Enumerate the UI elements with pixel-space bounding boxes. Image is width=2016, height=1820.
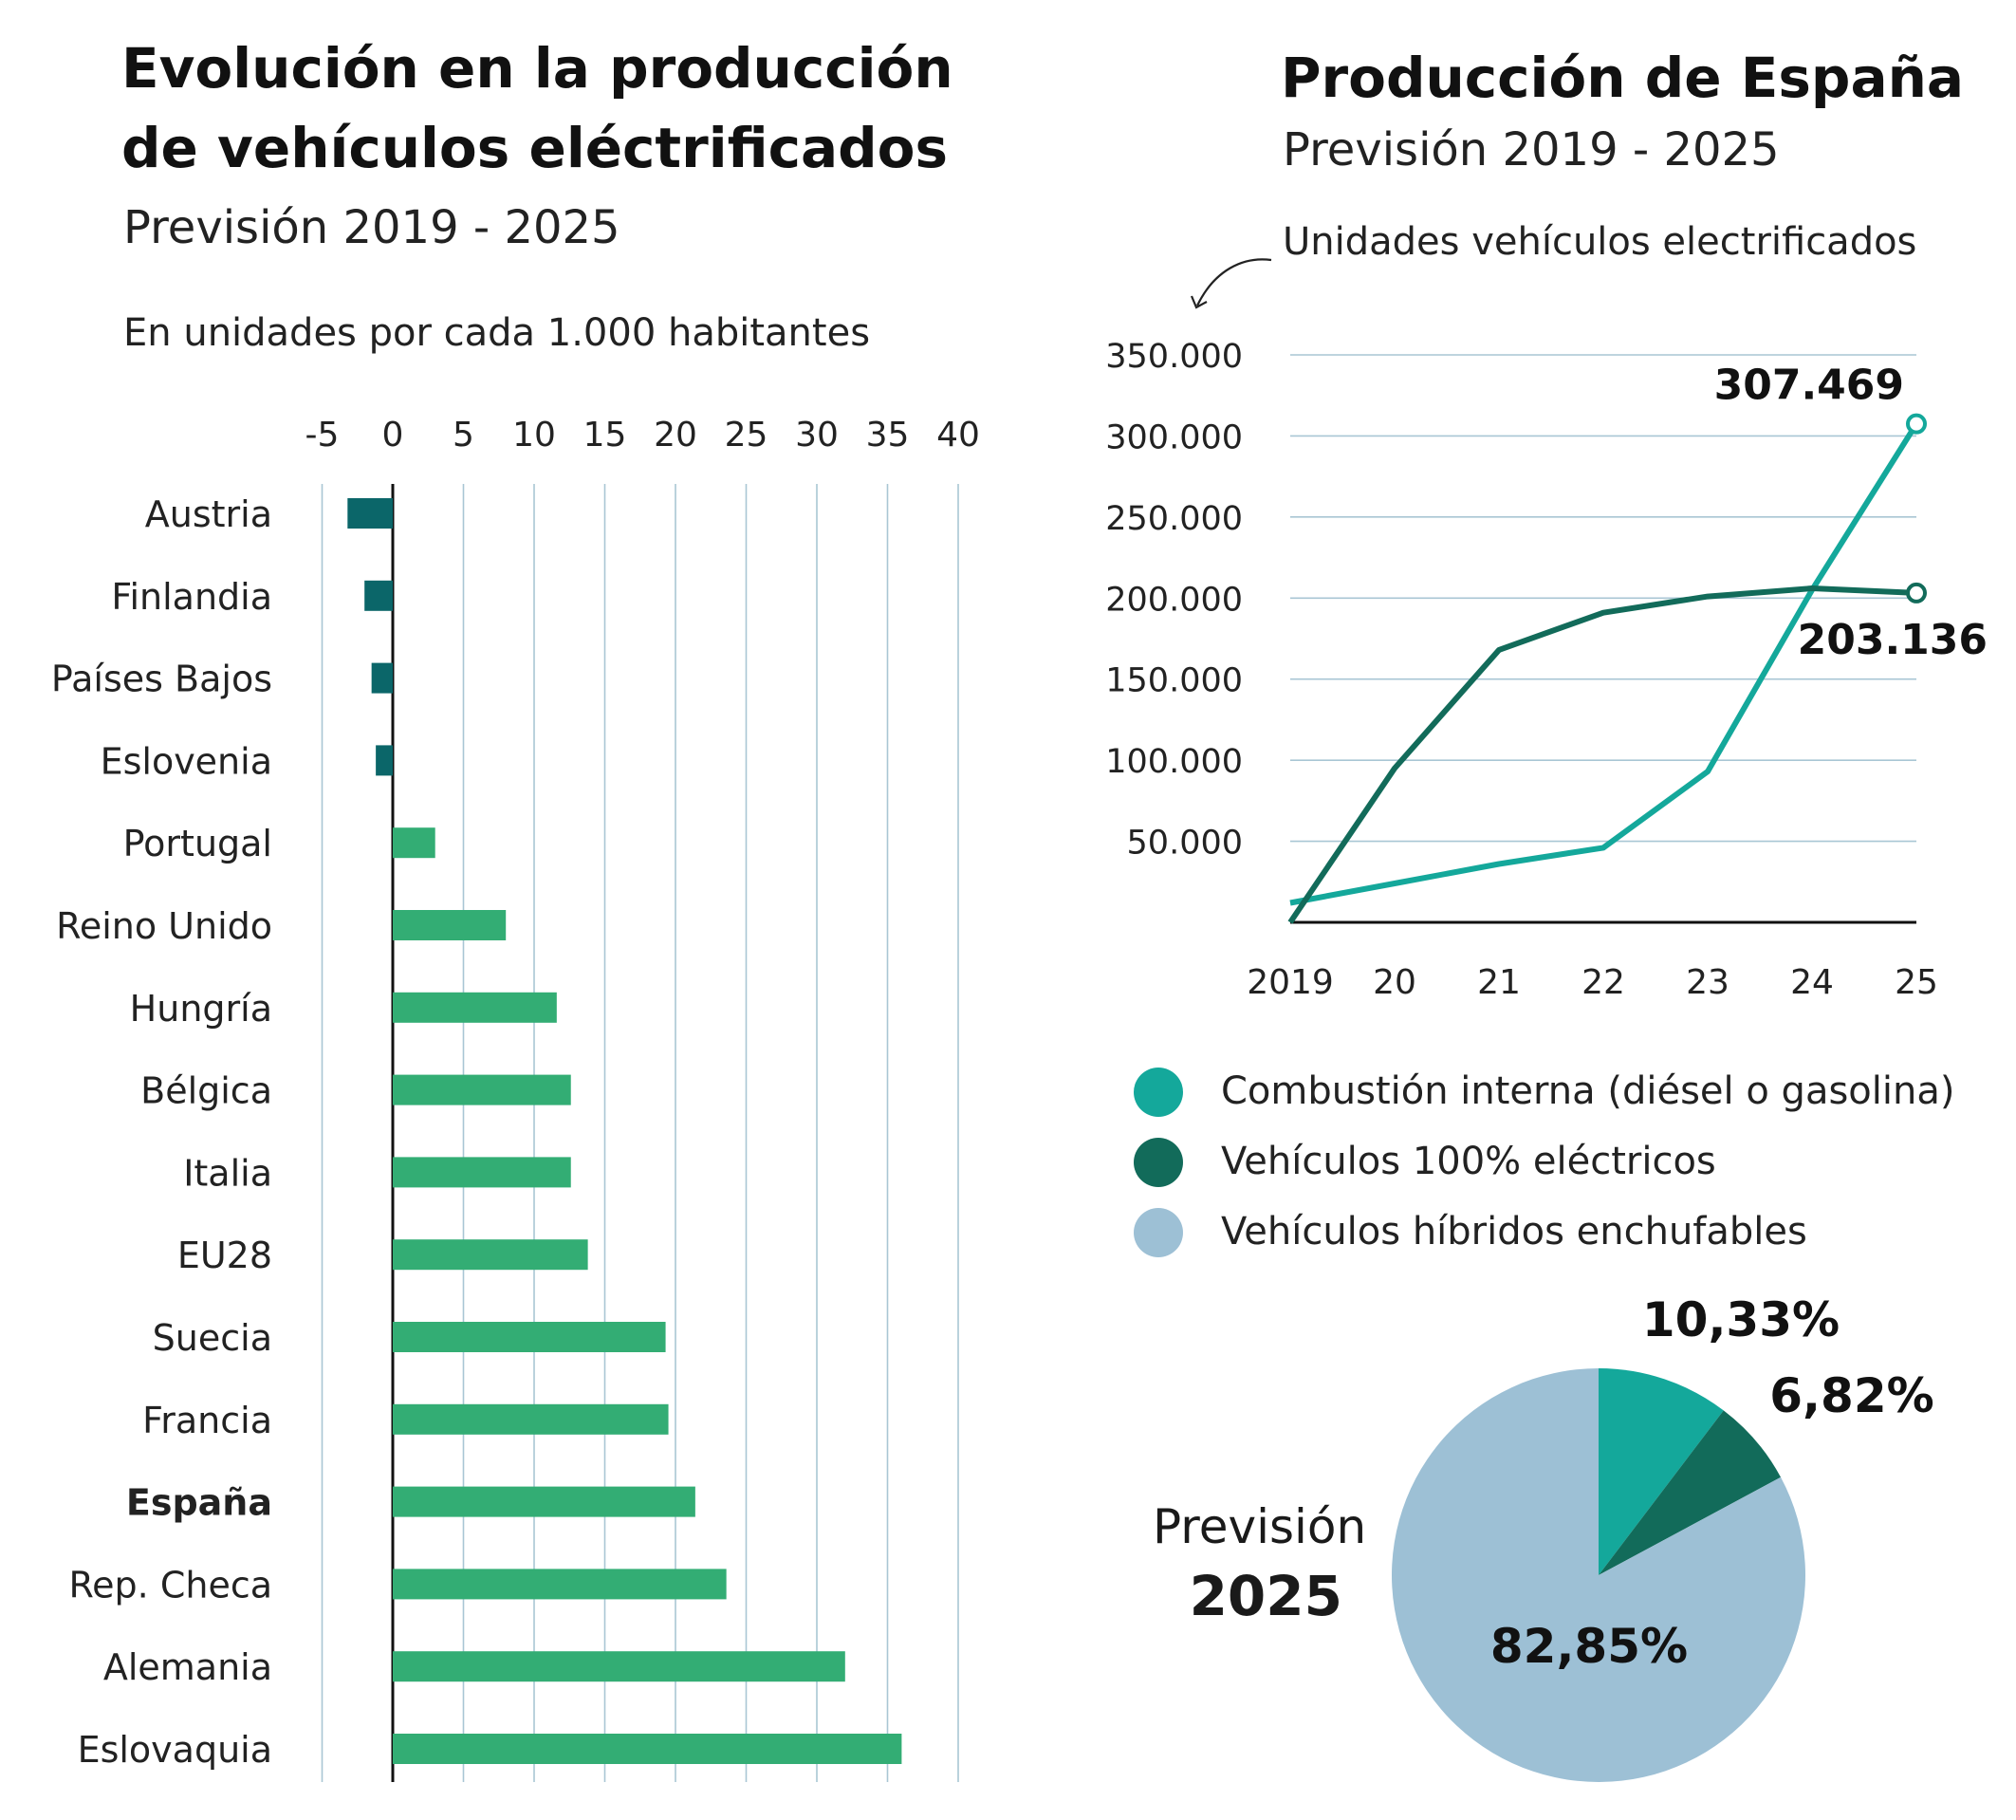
legend-label-combustion: Combustión interna (diésel o gasolina) [1221,1069,1955,1113]
line-ytick-label: 50.000 [1127,825,1243,863]
bar [371,662,393,694]
bar [393,992,557,1023]
line-xtick-label: 2019 [1247,963,1334,1002]
pie-label-combustion: 10,33% [1642,1292,1840,1347]
left-unit-note: En unidades por cada 1.000 habitantes [123,311,871,355]
bar [393,827,435,859]
bar-tick-label: 5 [453,416,474,455]
line-xtick-label: 24 [1790,963,1834,1002]
left-title-line1: Evolución en la producción [121,36,953,101]
bar-category-label: Finlandia [111,576,272,618]
bar-tick-label: 40 [936,416,980,455]
left-title-line2: de vehículos eléctrificados [121,116,949,180]
bar-tick-label: 0 [382,416,404,455]
line-xtick-label: 20 [1373,963,1416,1002]
bar-category-label: Bélgica [140,1070,272,1112]
line-chart: 50.000 100.000 150.000 200.000 250.000 300.00… [1105,258,1988,1002]
bar [393,1074,571,1105]
pie-slice-combustion [1599,1368,1724,1575]
line-ytick-label: 250.000 [1105,500,1243,538]
pie-caption-line1: Previsión [1153,1499,1367,1554]
pie-slice-hybrid [1392,1368,1805,1782]
bar-tick-label: -5 [305,416,340,455]
legend-label-hybrid: Vehículos híbridos enchufables [1221,1210,1807,1254]
left-subtitle: Previsión 2019 - 2025 [123,201,620,254]
bar-chart: -5 0 5 10 15 20 25 30 35 40 Austria Finlandia Paíse… [51,416,980,1782]
bar [393,1569,727,1600]
pie-label-hybrid: 82,85% [1490,1619,1688,1674]
pie-label-electric: 6,82% [1769,1368,1933,1423]
line-series-electric [1287,585,1917,924]
bar-category-label: Italia [183,1152,272,1194]
line-end-point [1906,582,1927,604]
bar [393,910,507,940]
bar-category-label: Eslovaquia [78,1729,272,1771]
line-ytick-label: 300.000 [1105,418,1243,456]
line-end-label-combustion: 307.469 [1714,362,1904,410]
legend-label-electric: Vehículos 100% eléctricos [1221,1140,1716,1183]
line-end-point [1906,413,1927,435]
bar-category-label: España [126,1482,272,1524]
bar [393,1651,845,1682]
legend-swatch-hybrid [1134,1208,1183,1257]
bar [376,745,393,776]
bar-category-label: Eslovenia [101,740,272,782]
bar-tick-label: 10 [512,416,556,455]
bar [393,1403,669,1435]
bar-tick-label: 20 [654,416,697,455]
bar-category-label: EU28 [177,1235,272,1276]
line-xtick-label: 22 [1581,963,1625,1002]
bar-tick-label: 15 [583,416,627,455]
bar-category-label: Portugal [123,823,272,864]
line-xtick-label: 23 [1686,963,1729,1002]
bar-category-label: Rep. Checa [68,1564,272,1606]
right-title: Producción de España [1281,46,1965,110]
line-xtick-label: 25 [1895,963,1938,1002]
bar-tick-label: 25 [725,416,768,455]
bar-category-label: Austria [145,493,272,535]
right-subtitle: Previsión 2019 - 2025 [1283,123,1780,176]
bar [347,498,393,529]
bar-category-label: Hungría [130,988,272,1030]
bar-category-label: Reino Unido [56,905,272,947]
line-ytick-label: 150.000 [1105,662,1243,700]
line-xtick-label: 21 [1477,963,1521,1002]
axis-note-arrow [1196,258,1272,306]
bar [393,1486,695,1517]
bar-tick-label: 35 [866,416,910,455]
line-end-label-electric: 203.136 [1798,616,1988,664]
pie-chart: 10,33% 6,82% 82,85% [1392,1292,1934,1782]
legend-swatch-combustion [1134,1068,1183,1117]
bar [393,1734,902,1764]
bar [393,1239,588,1271]
legend-swatch-electric [1134,1138,1183,1187]
axis-note-arrowhead [1190,295,1208,309]
pie-caption-line2: 2025 [1189,1564,1342,1628]
pie-slice-electric [1599,1410,1782,1575]
line-ytick-label: 350.000 [1105,338,1243,376]
line-chart-axis-note: Unidades vehículos electrificados [1283,220,1917,264]
bar-tick-label: 30 [795,416,839,455]
bar [393,1322,666,1352]
line-ytick-label: 200.000 [1105,581,1243,619]
bar [393,1157,571,1188]
bar [364,580,393,611]
bar-category-label: Países Bajos [51,659,272,700]
bar-category-label: Francia [142,1400,272,1441]
bar-category-label: Suecia [153,1317,272,1359]
bar-category-label: Alemania [103,1646,272,1688]
line-ytick-label: 100.000 [1105,743,1243,781]
